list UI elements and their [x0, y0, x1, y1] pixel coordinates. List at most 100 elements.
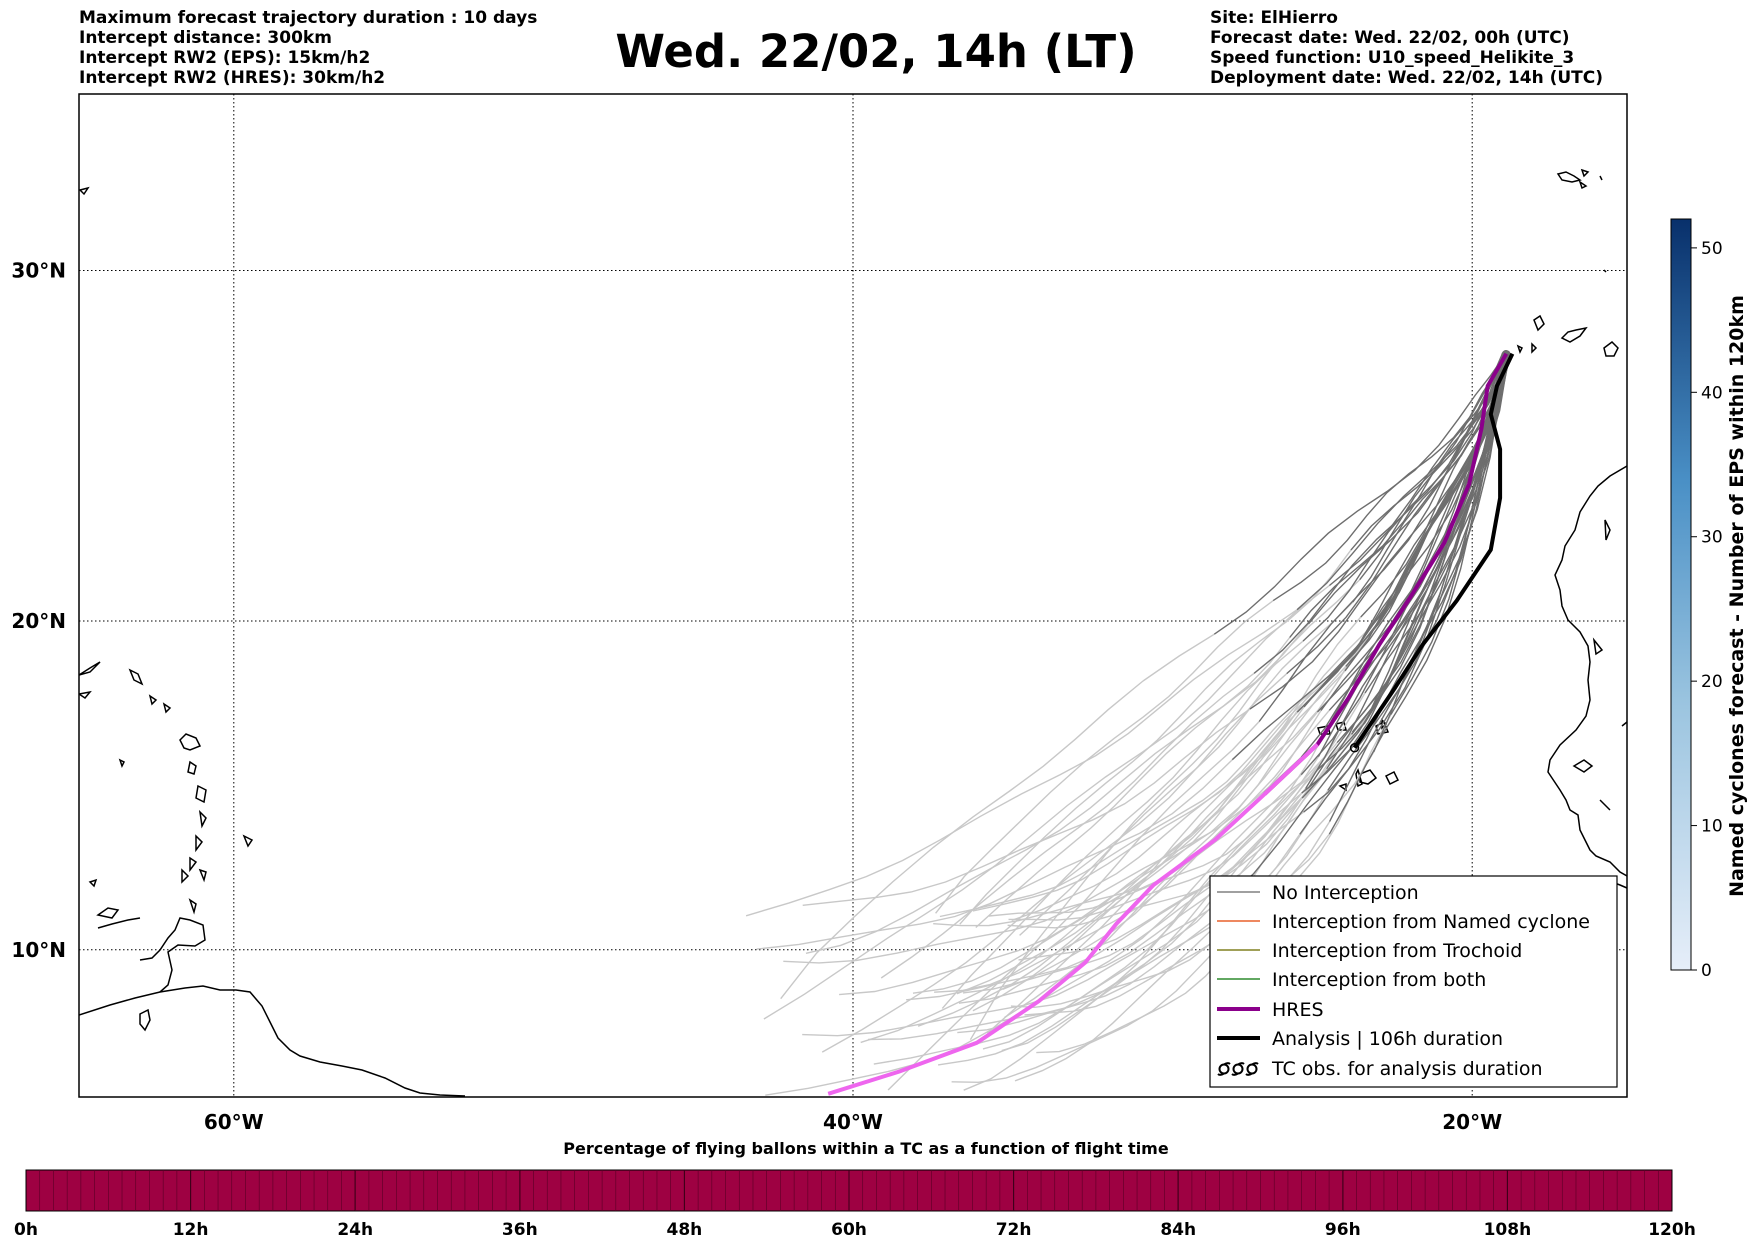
- axis-labels: 60°W 40°W 20°W 10°N 20°N 30°N: [11, 259, 1502, 1134]
- eps-trajectories-late: [745, 549, 1392, 1096]
- eps-trajectory-late: [873, 797, 1303, 1065]
- eps-trajectory-early: [1286, 350, 1509, 675]
- forecast-date-text: Forecast date: Wed. 22/02, 00h (UTC): [1210, 28, 1570, 48]
- eps-trajectory-late: [917, 670, 1346, 1027]
- intercept-distance-text: Intercept distance: 300km: [79, 28, 332, 48]
- eps-trajectory-late: [1004, 665, 1347, 1019]
- legend: No Interception Interception from Named …: [1209, 875, 1618, 1088]
- eps-trajectory-late: [1007, 811, 1305, 929]
- colorbar-label: Named cyclones forecast - Number of EPS …: [1726, 295, 1748, 897]
- intercept-hres-text: Intercept RW2 (HRES): 30km/h2: [79, 68, 386, 88]
- eps-trajectory-late: [783, 709, 1330, 964]
- lon-tick-label: 60°W: [204, 1110, 264, 1134]
- legend-item-both: Interception from both: [1217, 969, 1486, 991]
- page-title: Wed. 22/02, 14h (LT): [615, 25, 1137, 78]
- colorbar-bottom-tick-label: 36h: [502, 1220, 538, 1240]
- colorbar-bottom-tick-label: 12h: [173, 1220, 209, 1240]
- legend-label: Interception from Named cyclone: [1272, 911, 1590, 933]
- colorbar-tick-label: 20: [1701, 672, 1723, 692]
- eps-trajectory-late: [1001, 788, 1307, 1052]
- eps-trajectory-late: [1002, 710, 1322, 990]
- eps-trajectory-late: [780, 633, 1215, 1000]
- intercept-eps-text: Intercept RW2 (EPS): 15km/h2: [79, 48, 371, 68]
- legend-label: No Interception: [1272, 882, 1419, 904]
- site-info-panel: Site: ElHierro Forecast date: Wed. 22/02…: [1210, 8, 1603, 88]
- eps-trajectory-late: [802, 899, 1225, 1037]
- colorbar-ticks: 0 10 20 30 40 50: [1691, 239, 1723, 981]
- colorbar-tick-label: 30: [1701, 528, 1723, 548]
- site-text: Site: ElHierro: [1210, 8, 1338, 28]
- colorbar-bottom-tick-label: 96h: [1325, 1220, 1361, 1240]
- lat-tick-label: 30°N: [11, 259, 66, 283]
- eps-trajectory-late: [941, 640, 1304, 1009]
- legend-item-no-interception: No Interception: [1217, 882, 1419, 904]
- legend-item-named-cyclone: Interception from Named cyclone: [1217, 911, 1590, 933]
- lat-tick-label: 20°N: [11, 609, 66, 633]
- eps-trajectory-late: [963, 721, 1332, 1091]
- flight-time-colorbar: Percentage of flying ballons within a TC…: [14, 1139, 1696, 1240]
- colorbar-bottom-tick-label: 84h: [1160, 1220, 1196, 1240]
- colorbar-bottom-tick-label: 108h: [1484, 1220, 1532, 1240]
- eps-trajectory-early: [1213, 356, 1505, 635]
- max-duration-text: Maximum forecast trajectory duration : 1…: [79, 8, 538, 28]
- legend-label: Analysis | 106h duration: [1272, 1028, 1503, 1050]
- eps-trajectory-late: [957, 789, 1329, 1034]
- eps-trajectory-late: [805, 623, 1310, 954]
- legend-item-trochoid: Interception from Trochoid: [1217, 940, 1522, 962]
- colorbar-bottom-tick-label: 72h: [996, 1220, 1032, 1240]
- eps-trajectory-late: [969, 579, 1361, 1041]
- deployment-date-text: Deployment date: Wed. 22/02, 14h (UTC): [1210, 68, 1604, 88]
- colorbar-bottom-tick-label: 60h: [831, 1220, 867, 1240]
- eps-trajectory-late: [986, 616, 1362, 1034]
- eps-trajectory-early: [1301, 351, 1511, 799]
- colorbar-bottom-tick-label: 48h: [667, 1220, 703, 1240]
- eps-trajectory-late: [763, 584, 1330, 1020]
- eps-trajectory-late: [962, 787, 1309, 994]
- eps-trajectory-late: [958, 731, 1353, 1004]
- hres-trajectory: [1263, 352, 1509, 796]
- coastlines: [79, 168, 1627, 1097]
- map-panel: 60°W 40°W 20°W 10°N 20°N 30°N: [11, 93, 1628, 1134]
- colorbar-bottom-tick-label: 24h: [337, 1220, 373, 1240]
- cyclone-icon: [1217, 1062, 1259, 1076]
- eps-trajectory-late: [906, 742, 1338, 1001]
- forecast-settings-panel: Maximum forecast trajectory duration : 1…: [79, 8, 537, 88]
- colorbar-bottom-label: Percentage of flying ballons within a TC…: [563, 1139, 1169, 1158]
- legend-item-hres: HRES: [1217, 999, 1324, 1021]
- legend-item-tc-obs: TC obs. for analysis duration: [1217, 1058, 1543, 1080]
- eps-trajectory-late: [959, 549, 1352, 925]
- eps-trajectory-late: [935, 600, 1274, 914]
- eps-trajectory-late: [1014, 707, 1373, 1082]
- legend-item-analysis: Analysis | 106h duration: [1217, 1028, 1503, 1050]
- eps-trajectory-early: [1336, 355, 1511, 744]
- colorbar-bottom-tick-label: 120h: [1648, 1220, 1696, 1240]
- eps-trajectory-late: [972, 619, 1382, 912]
- analysis-end-marker: [1349, 743, 1360, 753]
- eps-trajectory-late: [939, 627, 1375, 918]
- hres-trajectory-late: [827, 743, 1319, 1096]
- eps-trajectory-late: [765, 774, 1302, 1096]
- lat-tick-label: 10°N: [11, 938, 66, 962]
- eps-trajectory-early: [1258, 356, 1509, 722]
- speed-function-text: Speed function: U10_speed_Helikite_3: [1210, 48, 1575, 68]
- colorbar-tick-label: 0: [1701, 961, 1712, 981]
- colorbar-tick-label: 50: [1701, 239, 1723, 259]
- eps-trajectory-late: [975, 637, 1291, 929]
- eps-trajectory-late: [745, 609, 1298, 917]
- graticule: [79, 94, 1627, 1097]
- analysis-trajectory: [1352, 352, 1515, 749]
- colorbar-tick-label: 10: [1701, 817, 1723, 837]
- trajectories: [745, 350, 1515, 1096]
- eps-trajectory-late: [880, 672, 1255, 979]
- legend-label: Interception from both: [1272, 969, 1486, 991]
- eps-trajectory-late: [1008, 792, 1303, 921]
- eps-colorbar: 0 10 20 30 40 50 Named cyclones forecast - Nu…: [1670, 218, 1748, 981]
- colorbar-bottom-tick-label: 0h: [14, 1220, 38, 1240]
- eps-trajectory-early: [1316, 350, 1506, 771]
- lon-tick-label: 20°W: [1442, 1110, 1502, 1134]
- eps-trajectory-late: [756, 759, 1233, 950]
- eps-trajectory-early: [1380, 350, 1507, 621]
- colorbar-bottom-ticks: 0h 12h 24h 36h 48h 60h 72h 84h 96h 108h 120h: [14, 1170, 1696, 1240]
- legend-label: TC obs. for analysis duration: [1271, 1058, 1543, 1080]
